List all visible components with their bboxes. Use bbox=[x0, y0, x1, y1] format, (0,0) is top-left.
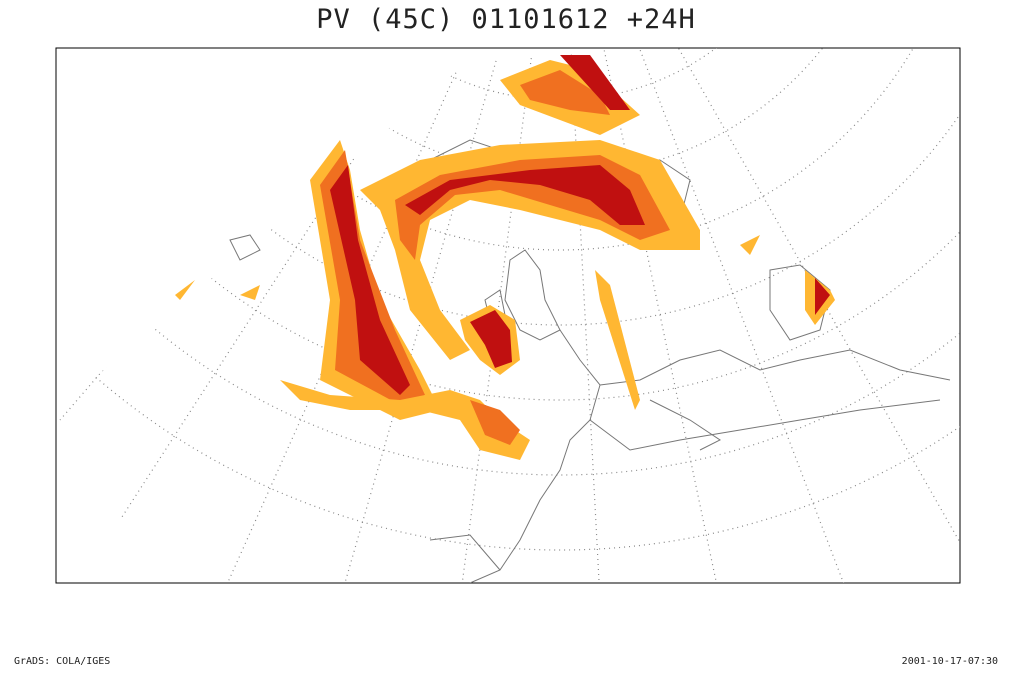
footer-left: GrADS: COLA/IGES bbox=[14, 656, 111, 667]
footer-right: 2001-10-17-07:30 bbox=[901, 656, 998, 667]
coastlines bbox=[229, 139, 951, 583]
map-frame bbox=[55, 47, 961, 584]
pv-field bbox=[175, 55, 835, 460]
map-title: PV (45C) 01101612 +24H bbox=[316, 4, 696, 35]
